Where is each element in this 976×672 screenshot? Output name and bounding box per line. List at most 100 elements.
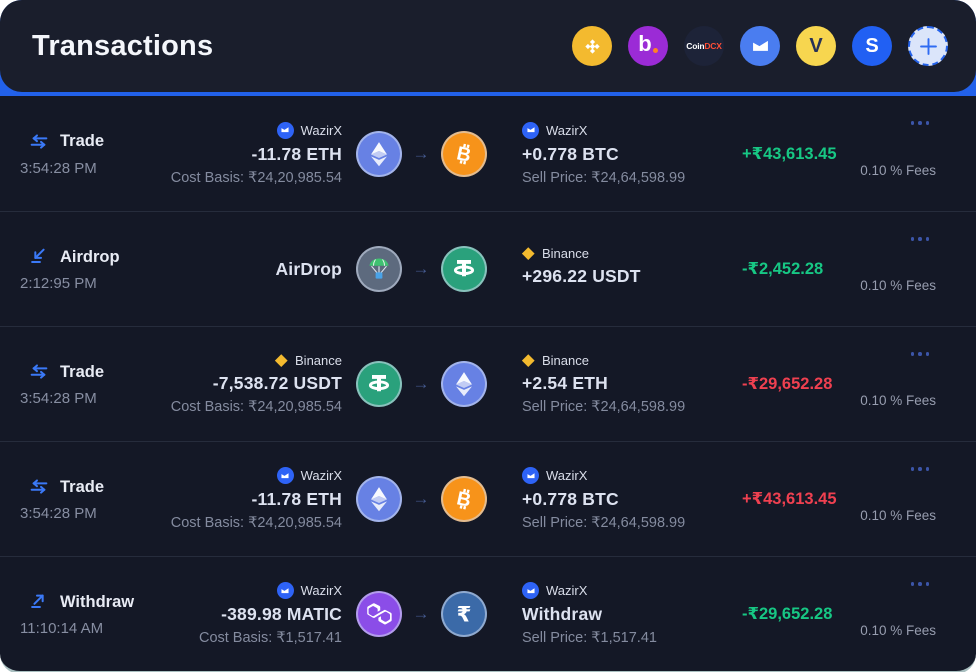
cost-basis: Cost Basis: ₹1,517.41 (198, 630, 342, 646)
transaction-type: Withdraw 11:10:14 AM (0, 557, 150, 671)
exchange-filter-buyucoin[interactable]: b (628, 26, 668, 66)
trade-icon (28, 476, 50, 498)
out-amount: -7,538.72 USDT (212, 373, 342, 393)
transaction-type-label: Trade (60, 477, 105, 496)
pnl-value: -₹29,652.28 (742, 375, 833, 393)
transaction-time: 3:54:28 PM (20, 390, 97, 407)
airdrop-coin-icon (355, 246, 402, 292)
exchange-filter-wazirx[interactable] (740, 26, 780, 66)
out-exchange-name: WazirX (300, 468, 342, 483)
outgoing-block: WazirX -11.78 ETH Cost Basis: ₹24,20,985… (150, 96, 342, 211)
in-amount: +296.22 USDT (522, 266, 641, 286)
out-amount: AirDrop (275, 258, 342, 279)
wazirx-icon (276, 467, 294, 484)
cost-basis: Cost Basis: ₹24,20,985.54 (170, 169, 342, 186)
transaction-type: Trade 3:54:28 PM (0, 327, 150, 441)
exchange-filter-coindcx[interactable]: CoinDCX (684, 26, 724, 66)
sell-price: Sell Price: ₹24,64,598.99 (522, 169, 686, 186)
more-options-button[interactable] (908, 349, 933, 359)
incoming-block: Binance +296.22 USDT (500, 212, 730, 326)
trade-icon (28, 131, 50, 153)
transaction-time: 3:54:28 PM (20, 505, 97, 522)
row-meta: +₹43,613.45 0.10 % Fees (730, 442, 976, 556)
exchange-filter-binance[interactable] (572, 26, 612, 66)
binance-icon (275, 354, 288, 367)
transaction-row[interactable]: Trade 3:54:28 PM WazirX -11.78 ETH Cost … (0, 441, 976, 556)
pnl-value: -₹2,452.28 (742, 260, 824, 278)
arrow-right-icon: → (412, 604, 430, 623)
in-amount: +0.778 BTC (522, 489, 619, 509)
send-arrow-icon (28, 591, 50, 613)
fees-label: 0.10 % Fees (860, 278, 936, 293)
in-amount: Withdraw (522, 604, 603, 624)
more-options-button[interactable] (908, 118, 933, 128)
transaction-type-label: Trade (60, 362, 105, 381)
exchange-filter-vauld[interactable]: V (796, 26, 836, 66)
coin-pair: → (342, 327, 500, 441)
buyucoin-dot-icon (652, 48, 658, 53)
eth-coin-icon (440, 361, 487, 407)
wazirx-icon (750, 36, 771, 57)
out-amount: -11.78 ETH (251, 143, 342, 164)
in-exchange-name: Binance (542, 246, 589, 261)
header: Transactions b CoinDCX V S (0, 0, 976, 92)
in-exchange-name: WazirX (546, 468, 588, 483)
transaction-row[interactable]: Trade 3:54:28 PM Binance -7,538.72 USDT … (0, 326, 976, 441)
more-options-button[interactable] (908, 464, 933, 474)
eth-coin-icon (355, 476, 402, 522)
wazirx-icon (522, 582, 539, 599)
exchange-filter-strip: b CoinDCX V S (572, 26, 948, 66)
transaction-type-label: Trade (60, 132, 105, 150)
out-exchange-name: WazirX (300, 583, 342, 598)
arrow-right-icon: → (412, 374, 430, 393)
transaction-row[interactable]: Withdraw 11:10:14 AM WazirX -389.98 MATI… (0, 556, 976, 671)
buyucoin-icon: b (638, 31, 652, 56)
cost-basis: Cost Basis: ₹24,20,985.54 (170, 515, 342, 531)
incoming-block: Binance +2.54 ETH Sell Price: ₹24,64,598… (500, 327, 730, 441)
wazirx-icon (276, 121, 294, 139)
usdt-coin-icon (440, 246, 487, 292)
incoming-block: WazirX +0.778 BTC Sell Price: ₹24,64,598… (500, 442, 730, 556)
wazirx-icon (276, 582, 294, 599)
pnl-value: -₹29,652.28 (742, 605, 833, 623)
row-meta: -₹29,652.28 0.10 % Fees (730, 327, 976, 441)
row-meta: +₹43,613.45 0.10 % Fees (730, 96, 976, 211)
transaction-type: Trade 3:54:28 PM (0, 96, 150, 211)
cost-basis: Cost Basis: ₹24,20,985.54 (170, 399, 342, 415)
binance-icon (522, 247, 535, 260)
outgoing-block: AirDrop (150, 212, 342, 326)
transaction-row[interactable]: Trade 3:54:28 PM WazirX -11.78 ETH Cost … (0, 96, 976, 211)
outgoing-block: WazirX -11.78 ETH Cost Basis: ₹24,20,985… (150, 442, 342, 556)
coin-pair: → (342, 442, 500, 556)
transaction-time: 3:54:28 PM (20, 159, 97, 177)
binance-icon (522, 354, 535, 367)
trade-icon (28, 361, 50, 383)
coin-pair: → (342, 212, 500, 326)
more-options-button[interactable] (908, 234, 933, 244)
outgoing-block: Binance -7,538.72 USDT Cost Basis: ₹24,2… (150, 327, 342, 441)
transaction-time: 11:10:14 AM (20, 620, 104, 637)
fees-label: 0.10 % Fees (860, 162, 936, 178)
sell-price: Sell Price: ₹24,64,598.99 (522, 399, 686, 415)
transaction-type-label: Airdrop (60, 247, 120, 266)
sell-price: Sell Price: ₹24,64,598.99 (522, 515, 686, 531)
arrow-right-icon: → (412, 489, 430, 508)
receive-arrow-icon (28, 246, 50, 268)
sell-price: Sell Price: ₹1,517.41 (522, 630, 657, 646)
out-exchange-name: WazirX (300, 122, 342, 138)
transaction-row[interactable]: Airdrop 2:12:95 PM AirDrop → Binance +29… (0, 211, 976, 326)
fees-label: 0.10 % Fees (860, 623, 936, 638)
add-exchange-button[interactable] (908, 26, 948, 66)
coindcx-icon: CoinDCX (686, 41, 722, 51)
fees-label: 0.10 % Fees (860, 393, 936, 408)
fees-label: 0.10 % Fees (860, 508, 936, 523)
in-exchange-name: WazirX (546, 122, 588, 138)
arrow-right-icon: → (412, 259, 430, 278)
binance-icon (582, 36, 603, 57)
header-accent-bar: Transactions b CoinDCX V S (0, 0, 976, 96)
exchange-filter-coinswitch[interactable]: S (852, 26, 892, 66)
transaction-type: Trade 3:54:28 PM (0, 442, 150, 556)
btc-coin-icon (440, 130, 487, 177)
more-options-button[interactable] (908, 579, 933, 589)
wazirx-icon (522, 467, 539, 484)
